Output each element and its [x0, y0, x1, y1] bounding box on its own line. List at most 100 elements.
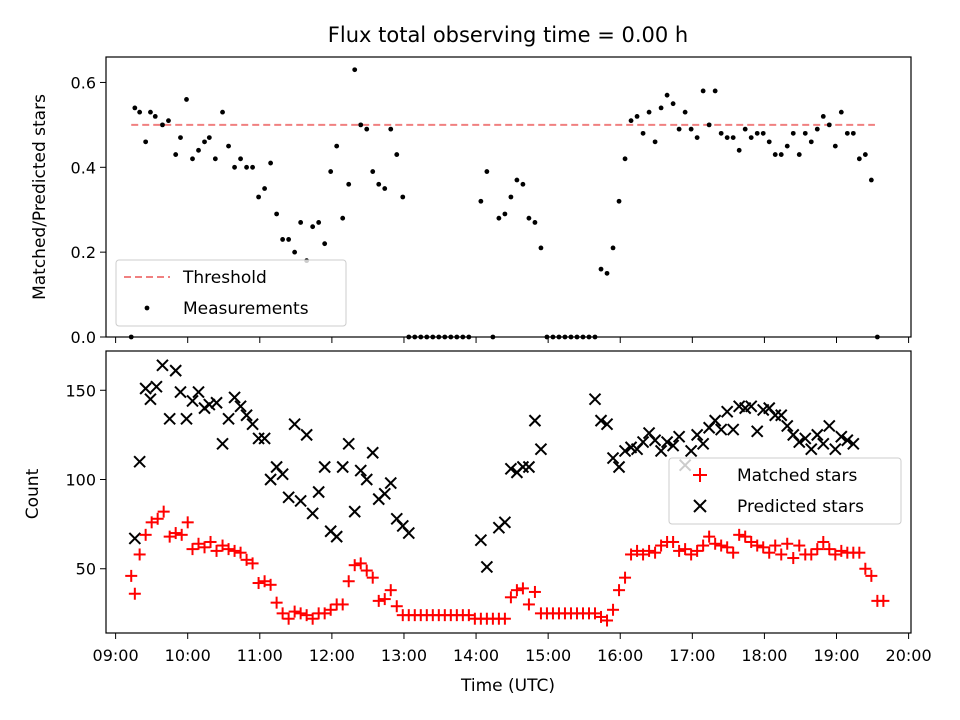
- measurement-point: [724, 135, 730, 141]
- predicted-stars-point: [744, 400, 758, 413]
- predicted-stars-point: [612, 460, 626, 474]
- predicted-stars-point: [336, 460, 349, 474]
- matched-stars-point: [697, 539, 710, 552]
- measurement-point: [292, 249, 298, 255]
- measurement-point: [550, 334, 556, 340]
- measurement-point: [460, 334, 466, 340]
- matched-stars-point: [390, 600, 403, 613]
- measurement-point: [832, 143, 838, 149]
- measurement-point: [592, 334, 598, 340]
- matched-stars-point: [306, 612, 319, 625]
- predicted-stars-point: [528, 414, 542, 427]
- predicted-stars-point: [312, 485, 325, 499]
- top-legend-frame: [115, 259, 347, 327]
- measurement-point: [808, 139, 814, 145]
- matched-stars-point: [181, 516, 194, 529]
- measurement-point: [132, 105, 138, 111]
- matched-stars-point: [817, 535, 830, 548]
- measurement-point: [856, 156, 862, 162]
- predicted-stars-point: [618, 444, 632, 458]
- predicted-stars-point: [522, 460, 536, 474]
- measurement-point: [784, 143, 790, 149]
- bottom-legend-frame: [668, 457, 902, 525]
- predicted-stars-point: [847, 437, 860, 451]
- legend-matched-label: Matched stars: [737, 466, 857, 486]
- top-y-axis: 0.0 0.2 0.4 0.6: [71, 73, 106, 347]
- matched-stars-point: [366, 571, 379, 584]
- measurement-point: [820, 113, 826, 119]
- measurement-point: [706, 122, 712, 128]
- predicted-stars-point: [636, 435, 650, 449]
- matched-stars-point: [252, 577, 265, 590]
- measurement-point: [586, 334, 592, 340]
- matched-stars-point: [288, 605, 301, 618]
- measurement-point: [718, 130, 724, 136]
- measurement-point: [826, 122, 832, 128]
- matched-stars-point: [811, 543, 824, 556]
- predicted-stars-point: [835, 430, 848, 443]
- predicted-stars-point: [276, 467, 289, 481]
- matched-stars-point: [498, 612, 511, 625]
- measurement-point: [178, 135, 183, 141]
- measurement-point: [250, 164, 255, 170]
- matched-stars-point: [595, 610, 608, 623]
- predicted-stars-point: [805, 442, 818, 456]
- matched-stars-point: [222, 543, 235, 556]
- predicted-stars-point: [799, 432, 812, 445]
- matched-stars-point: [163, 530, 176, 543]
- matched-stars-point: [739, 530, 752, 543]
- predicted-stars-point: [726, 423, 740, 436]
- measurement-point: [226, 143, 231, 149]
- x-tick-label: 18:00: [741, 646, 787, 665]
- measurement-point: [424, 334, 430, 340]
- x-tick-label: 12:00: [309, 646, 355, 665]
- matched-stars-point: [246, 557, 259, 570]
- matched-stars-point: [703, 530, 716, 543]
- matched-stars-point: [823, 543, 836, 556]
- top-y-tick-label: 0.0: [71, 328, 96, 347]
- measurement-point: [152, 113, 158, 119]
- measurement-point: [334, 143, 340, 149]
- measurement-point: [634, 113, 640, 119]
- matched-stars-point: [210, 544, 223, 557]
- x-tick-label: 14:00: [453, 646, 499, 665]
- predicted-stars-point: [228, 391, 241, 404]
- bottom-plot-area: [125, 359, 890, 627]
- measurement-point: [712, 88, 718, 94]
- matched-stars-point: [258, 575, 271, 588]
- matched-stars-point: [685, 548, 698, 561]
- measurement-point: [310, 224, 316, 230]
- matched-stars-point: [751, 539, 764, 552]
- predicted-stars-point: [133, 455, 146, 468]
- matched-stars-point: [240, 553, 253, 566]
- measurement-point: [280, 237, 286, 242]
- matched-stars-point: [637, 548, 650, 561]
- x-tick-label: 09:00: [93, 646, 139, 665]
- predicted-stars-point: [474, 533, 488, 547]
- matched-stars-point: [715, 539, 728, 552]
- legend-predicted-label: Predicted stars: [737, 497, 864, 517]
- measurement-point: [544, 334, 550, 340]
- matched-stars-point: [510, 584, 523, 597]
- predicted-stars-point: [720, 405, 734, 418]
- measurement-point: [442, 334, 448, 340]
- measurement-point: [640, 130, 646, 136]
- x-tick-label: 10:00: [165, 646, 211, 665]
- matched-stars-point: [763, 546, 776, 559]
- measurement-point: [604, 270, 610, 276]
- legend-threshold-label: Threshold: [182, 268, 267, 288]
- matched-stars-point: [607, 603, 620, 616]
- x-tick-label: 11:00: [237, 646, 283, 665]
- predicted-stars-point: [648, 434, 662, 447]
- matched-stars-point: [709, 537, 722, 550]
- measurement-point: [148, 109, 153, 115]
- legend-measurements-label: Measurements: [183, 299, 309, 319]
- measurement-point: [574, 334, 580, 340]
- measurement-point: [778, 152, 784, 157]
- measurement-point: [508, 194, 514, 200]
- measurement-point: [874, 334, 880, 340]
- matched-stars-point: [186, 543, 199, 556]
- predicted-stars-point: [823, 419, 836, 433]
- measurement-point: [232, 164, 237, 170]
- measurement-point: [364, 126, 370, 132]
